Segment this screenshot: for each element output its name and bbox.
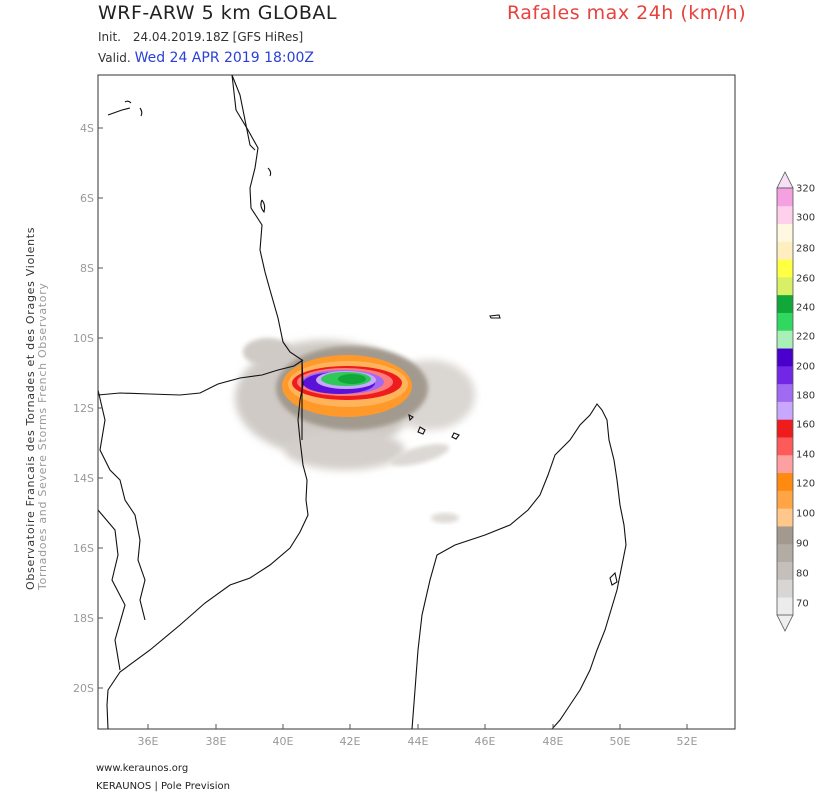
footer-website[interactable]: www.keraunos.org: [96, 763, 189, 774]
colorbar-label: 280: [796, 244, 815, 255]
colorbar-swatch: [777, 437, 793, 456]
colorbar-label: 90: [796, 539, 809, 550]
map-frame: [97, 74, 736, 730]
valid-label: Valid.: [98, 51, 131, 65]
colorbar-swatch: [777, 472, 793, 491]
colorbar-swatch: [777, 401, 793, 420]
colorbar-swatch: [777, 365, 793, 385]
lat-label: 12S: [73, 402, 94, 415]
colorbar-swatch: [777, 454, 793, 474]
lat-label: 18S: [73, 612, 94, 625]
footer-brand: KERAUNOS | Pole Prevision: [96, 781, 230, 792]
colorbar-swatch: [777, 508, 793, 527]
colorbar-swatch: [777, 259, 793, 278]
lon-label: 46E: [475, 735, 496, 748]
colorbar-swatch: [777, 597, 793, 616]
colorbar-top-arrow: [776, 171, 794, 189]
lat-label: 8S: [80, 262, 94, 275]
lon-label: 36E: [138, 735, 159, 748]
colorbar-swatch: [777, 241, 793, 260]
colorbar-swatch: [777, 383, 793, 402]
colorbar-swatch: [777, 561, 793, 580]
model-title: WRF-ARW 5 km GLOBAL: [98, 2, 337, 24]
colorbar-label: 240: [796, 303, 815, 314]
colorbar-swatch: [777, 419, 793, 438]
colorbar-swatch: [777, 579, 793, 598]
init-line: Init. 24.04.2019.18Z [GFS HiRes]: [98, 30, 303, 44]
colorbar-label: 320: [796, 184, 815, 195]
lat-label: 4S: [80, 122, 94, 135]
colorbar: 70 80 90 100 120 140 160 180 200 220 240 260 280 300 3…: [776, 171, 815, 632]
colorbar-bottom-arrow: [776, 614, 794, 632]
colorbar-label: 260: [796, 274, 815, 285]
lat-label: 16S: [73, 542, 94, 555]
lat-labels: 4S 6S 8S 10S 12S 14S 16S 18S 20S: [73, 122, 94, 695]
colorbar-swatch: [777, 294, 793, 313]
lat-label: 6S: [80, 192, 94, 205]
colorbar-swatch: [777, 223, 793, 242]
product-title: Rafales max 24h (km/h): [507, 2, 747, 24]
valid-date: Wed 24 APR 2019 18:00Z: [134, 50, 315, 66]
colorbar-swatch: [777, 312, 793, 331]
coastlines: [98, 75, 627, 729]
lon-label: 48E: [543, 735, 564, 748]
init-label: Init.: [98, 30, 121, 44]
valid-line: Valid. Wed 24 APR 2019 18:00Z: [98, 50, 314, 66]
lon-label: 52E: [677, 735, 698, 748]
lat-label: 10S: [73, 332, 94, 345]
colorbar-label: 140: [796, 450, 815, 461]
colorbar-swatch: [777, 276, 793, 296]
colorbar-swatch: [777, 543, 793, 563]
colorbar-swatch: [777, 526, 793, 545]
colorbar-label: 100: [796, 509, 815, 520]
init-value: 24.04.2019.18Z [GFS HiRes]: [132, 30, 304, 44]
ticks: [98, 127, 688, 729]
colorbar-label: 180: [796, 391, 815, 402]
colorbar-label: 80: [796, 569, 809, 580]
map-area: [98, 75, 627, 729]
colorbar-swatch: [777, 348, 793, 367]
lon-label: 50E: [610, 735, 631, 748]
lon-label: 42E: [340, 735, 361, 748]
lat-label: 20S: [73, 682, 94, 695]
lat-label: 14S: [73, 472, 94, 485]
colorbar-swatch: [777, 188, 793, 207]
lon-label: 44E: [408, 735, 429, 748]
colorbar-label: 70: [796, 599, 809, 610]
lon-labels: 36E 38E 40E 42E 44E 46E 48E 50E 52E: [138, 735, 698, 748]
colorbar-swatch: [777, 330, 793, 349]
lon-label: 40E: [273, 735, 294, 748]
colorbar-label: 200: [796, 362, 815, 373]
colorbar-label: 300: [796, 213, 815, 224]
colorbar-swatch: [777, 490, 793, 509]
colorbar-swatch: [777, 205, 793, 224]
lon-label: 38E: [206, 735, 227, 748]
gust-field: [235, 338, 475, 523]
colorbar-label: 120: [796, 479, 815, 490]
colorbar-label: 160: [796, 420, 815, 431]
colorbar-label: 220: [796, 332, 815, 343]
